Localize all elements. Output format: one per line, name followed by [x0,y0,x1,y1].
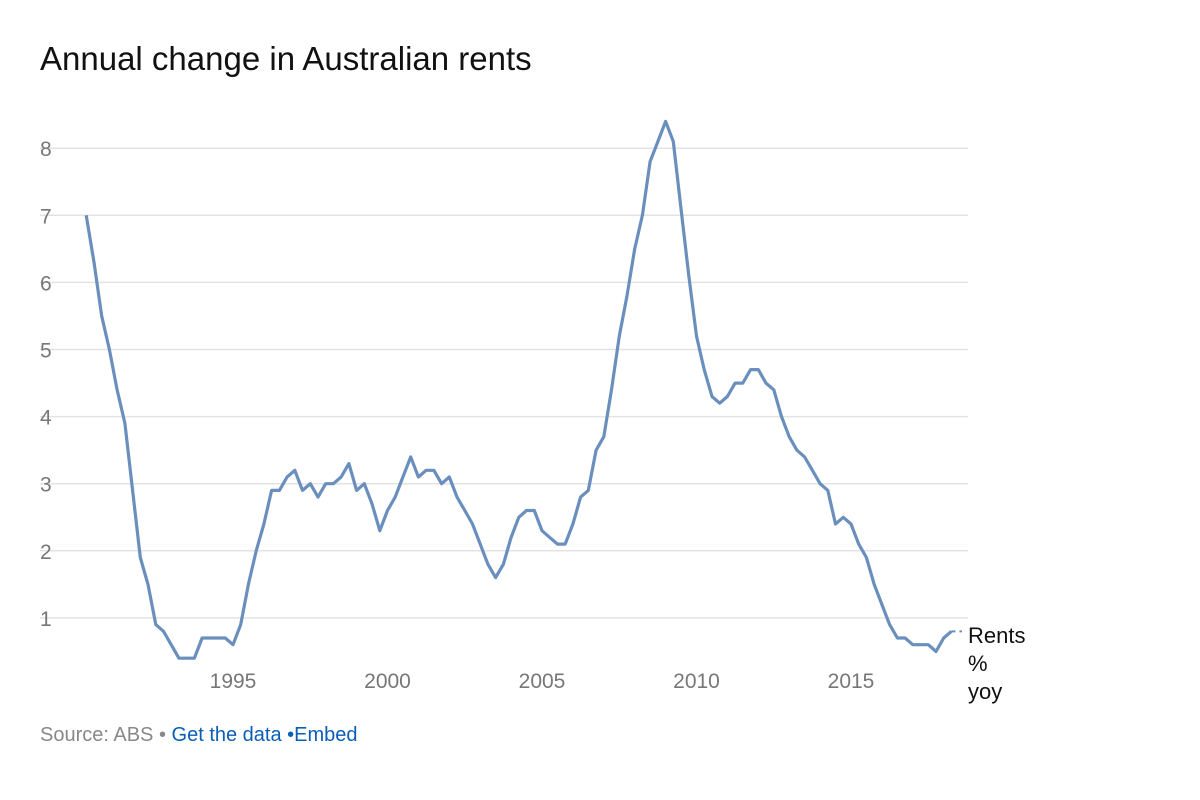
separator: • [153,724,172,746]
footer: Source: ABS • Get the data •Embed [40,724,358,747]
x-axis-ticks: 1995 2000 2005 2010 2015 [210,670,875,693]
x-tick-label: 2015 [828,670,875,693]
series-lines [84,119,962,660]
y-tick-label: 1 [40,608,52,631]
series-label: yoy [968,679,1002,704]
gridlines [40,147,968,619]
embed-link[interactable]: Embed [294,724,358,746]
y-tick-label: 5 [40,340,52,363]
x-tick-label: 2005 [519,670,566,693]
y-tick-label: 2 [40,541,52,564]
y-tick-label: 7 [40,205,52,228]
y-tick-label: 4 [40,407,52,430]
chart-title: Annual change in Australian rents [40,40,532,77]
source-text: Source: ABS [40,724,154,746]
y-tick-label: 3 [40,474,52,497]
series-label: % [968,651,988,676]
x-tick-label: 2010 [673,670,720,693]
get-the-data-link[interactable]: Get the data [171,724,282,746]
y-tick-label: 8 [40,138,52,161]
series-labels: Rents% yoy [968,623,1025,704]
y-tick-label: 6 [40,272,52,295]
y-axis-ticks: 1 2 3 4 5 6 7 8 [40,138,52,631]
separator: • [281,724,295,746]
series-line [84,119,953,660]
series-label: Rents [968,623,1025,648]
x-tick-label: 1995 [210,670,257,693]
x-tick-label: 2000 [364,670,411,693]
